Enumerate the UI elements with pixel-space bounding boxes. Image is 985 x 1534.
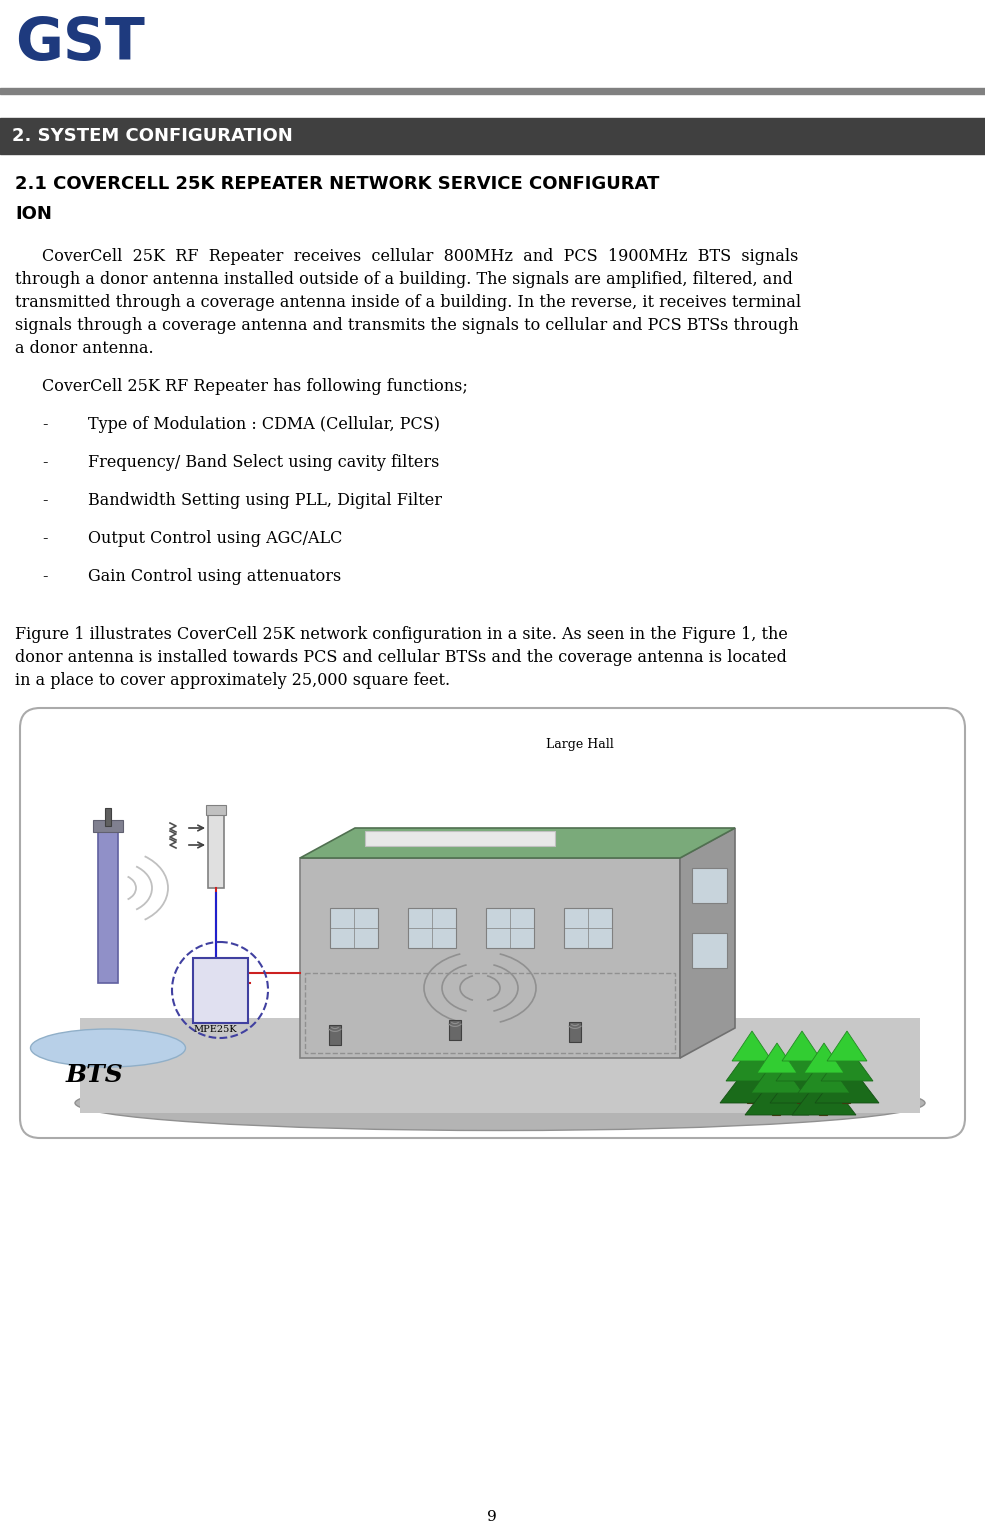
Bar — [365, 831, 555, 845]
Text: -: - — [42, 454, 47, 471]
Polygon shape — [726, 1045, 778, 1081]
Bar — [0, 118, 985, 153]
Bar — [486, 908, 534, 948]
Text: -: - — [42, 531, 47, 548]
Text: Bandwidth Setting using PLL, Digital Filter: Bandwidth Setting using PLL, Digital Fil… — [88, 492, 442, 509]
Bar — [93, 821, 123, 831]
Bar — [305, 973, 675, 1052]
Bar — [797, 1075, 805, 1103]
Text: BTS: BTS — [66, 1063, 124, 1088]
Text: in a place to cover approximately 25,000 square feet.: in a place to cover approximately 25,000… — [15, 672, 450, 689]
Text: 9: 9 — [488, 1509, 496, 1523]
Text: -: - — [42, 416, 47, 433]
Bar — [80, 1019, 920, 1114]
Text: Large Hall: Large Hall — [546, 738, 614, 752]
Polygon shape — [757, 1043, 797, 1072]
Text: donor antenna is installed towards PCS and cellular BTSs and the coverage antenn: donor antenna is installed towards PCS a… — [15, 649, 787, 666]
Polygon shape — [804, 1043, 844, 1072]
Bar — [564, 908, 612, 948]
Text: CoverCell  25K  RF  Repeater  receives  cellular  800MHz  and  PCS  1900MHz  BTS: CoverCell 25K RF Repeater receives cellu… — [42, 249, 799, 265]
Text: 2.1 COVERCELL 25K REPEATER NETWORK SERVICE CONFIGURAT: 2.1 COVERCELL 25K REPEATER NETWORK SERVI… — [15, 175, 659, 193]
Bar — [330, 908, 378, 948]
Polygon shape — [815, 1062, 879, 1103]
Text: signals through a coverage antenna and transmits the signals to cellular and PCS: signals through a coverage antenna and t… — [15, 318, 799, 334]
Bar — [569, 1022, 581, 1042]
Bar — [449, 1020, 461, 1040]
Polygon shape — [782, 1031, 822, 1062]
Polygon shape — [745, 1072, 809, 1115]
Text: Type of Modulation : CDMA (Cellular, PCS): Type of Modulation : CDMA (Cellular, PCS… — [88, 416, 440, 433]
Text: 2. SYSTEM CONFIGURATION: 2. SYSTEM CONFIGURATION — [12, 127, 293, 146]
Polygon shape — [732, 1031, 772, 1062]
FancyBboxPatch shape — [20, 709, 965, 1138]
Polygon shape — [827, 1031, 867, 1062]
Text: transmitted through a coverage antenna inside of a building. In the reverse, it : transmitted through a coverage antenna i… — [15, 295, 801, 311]
Bar — [0, 87, 985, 94]
Polygon shape — [792, 1072, 856, 1115]
Polygon shape — [798, 1057, 850, 1094]
Text: -: - — [42, 492, 47, 509]
Text: Frequency/ Band Select using cavity filters: Frequency/ Band Select using cavity filt… — [88, 454, 439, 471]
Bar — [408, 908, 456, 948]
Polygon shape — [751, 1057, 803, 1094]
Bar — [819, 1088, 827, 1115]
Bar — [772, 1088, 780, 1115]
Bar — [206, 805, 226, 815]
Bar — [329, 1025, 341, 1045]
Text: Output Control using AGC/ALC: Output Control using AGC/ALC — [88, 531, 343, 548]
Polygon shape — [770, 1062, 834, 1103]
Text: through a donor antenna installed outside of a building. The signals are amplifi: through a donor antenna installed outsid… — [15, 272, 793, 288]
Polygon shape — [300, 828, 735, 858]
Text: GST: GST — [15, 15, 145, 72]
Bar — [105, 808, 111, 825]
Polygon shape — [720, 1062, 784, 1103]
Text: ION: ION — [15, 206, 52, 222]
Polygon shape — [821, 1045, 873, 1081]
Bar — [692, 868, 727, 904]
Polygon shape — [776, 1045, 828, 1081]
Bar — [842, 1075, 850, 1103]
Text: CoverCell 25K RF Repeater has following functions;: CoverCell 25K RF Repeater has following … — [42, 377, 468, 394]
Text: Figure 1 illustrates CoverCell 25K network configuration in a site. As seen in t: Figure 1 illustrates CoverCell 25K netwo… — [15, 626, 788, 643]
Bar — [98, 828, 118, 983]
Bar — [300, 858, 680, 1058]
Text: -: - — [42, 568, 47, 584]
Bar — [208, 813, 224, 888]
Ellipse shape — [31, 1029, 185, 1068]
Text: a donor antenna.: a donor antenna. — [15, 341, 154, 357]
Polygon shape — [680, 828, 735, 1058]
Bar — [747, 1075, 755, 1103]
Text: Gain Control using attenuators: Gain Control using attenuators — [88, 568, 341, 584]
Bar — [692, 933, 727, 968]
Text: MPE25K: MPE25K — [193, 1025, 236, 1034]
Bar — [193, 959, 248, 1023]
Ellipse shape — [75, 1075, 925, 1131]
